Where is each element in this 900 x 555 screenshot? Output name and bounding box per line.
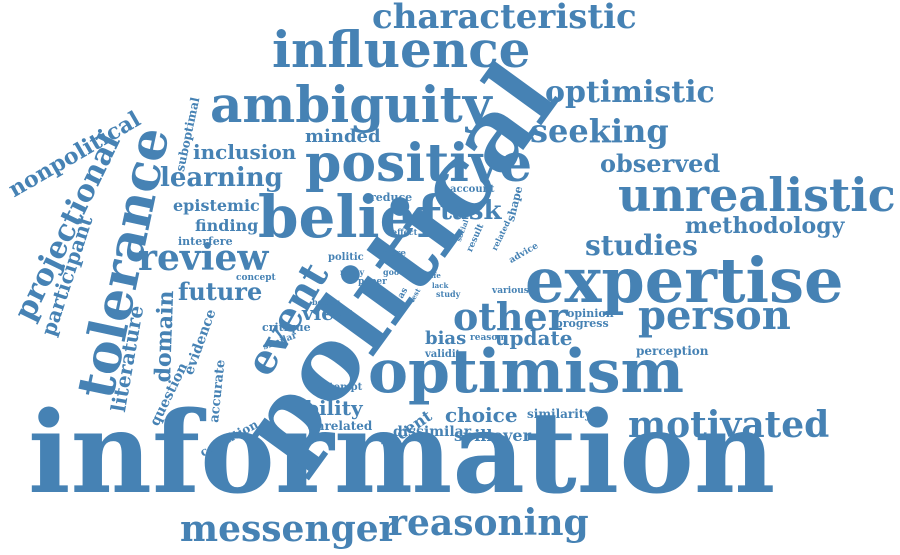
word-future: future xyxy=(178,277,263,306)
word-minded: minded xyxy=(305,126,381,147)
word-optimistic: optimistic xyxy=(545,75,715,110)
word-bias: bias xyxy=(425,328,467,349)
word-epistemic: epistemic xyxy=(173,196,260,215)
word-influence: influence xyxy=(272,20,531,79)
word-methodology: methodology xyxy=(685,213,845,239)
word-observed: observed xyxy=(600,149,721,178)
word-task: task xyxy=(440,196,502,226)
word-learning: learning xyxy=(160,163,283,193)
word-reduce: reduce xyxy=(370,191,413,204)
word-politic: politic xyxy=(328,252,364,263)
word-inclusion: inclusion xyxy=(193,140,297,164)
word-paper: paper xyxy=(358,277,387,287)
word-interfere: interfere xyxy=(178,235,233,248)
word-better: better xyxy=(312,297,340,307)
word-critique: critique xyxy=(262,321,311,334)
word-choice: choice xyxy=(445,403,518,427)
word-life: life xyxy=(428,271,441,280)
word-many: many xyxy=(340,267,365,277)
word-dissimilar: dissimilar xyxy=(393,424,472,440)
word-perception: perception xyxy=(636,344,709,358)
word-unrealistic: unrealistic xyxy=(618,168,896,222)
word-review: review xyxy=(138,237,269,279)
word-update: update xyxy=(495,326,573,350)
word-account: account xyxy=(450,184,495,195)
word-person: person xyxy=(638,292,791,339)
word-seeking: seeking xyxy=(530,112,669,150)
word-messenger: messenger xyxy=(180,508,398,550)
word-validity: validity xyxy=(425,349,467,360)
word-opinion: opinion xyxy=(567,307,614,320)
word-motivated: motivated xyxy=(628,404,830,446)
word-reason: reason xyxy=(470,333,504,343)
word-progress: progress xyxy=(555,317,609,330)
word-characteristic: characteristic xyxy=(372,0,637,37)
word-similarity: similarity xyxy=(527,407,592,421)
word-concept: concept xyxy=(236,273,276,283)
word-information: information xyxy=(28,388,776,519)
word-various: various xyxy=(492,286,529,296)
word-view: view xyxy=(302,301,352,325)
word-positive: positive xyxy=(305,133,533,194)
word-finding: finding xyxy=(195,216,259,235)
word-study: study xyxy=(436,289,461,299)
word-attempt: attempt xyxy=(318,382,363,393)
word-studies: studies xyxy=(585,229,698,262)
word-effect: effect xyxy=(392,227,418,237)
word-optimism: optimism xyxy=(368,337,685,407)
word-ability: ability xyxy=(292,396,363,420)
word-expertise: expertise xyxy=(525,244,844,317)
word-lack: lack xyxy=(432,281,449,290)
word-spillover: spillover xyxy=(454,426,532,445)
word-more: more xyxy=(380,249,406,259)
word-good: good xyxy=(383,267,405,277)
word-unrelated: unrelated xyxy=(307,419,373,433)
word-belief: belief xyxy=(258,183,442,251)
word-reasoning: reasoning xyxy=(388,502,589,544)
word-other: other xyxy=(453,294,568,339)
word-ambiguity: ambiguity xyxy=(210,75,492,134)
